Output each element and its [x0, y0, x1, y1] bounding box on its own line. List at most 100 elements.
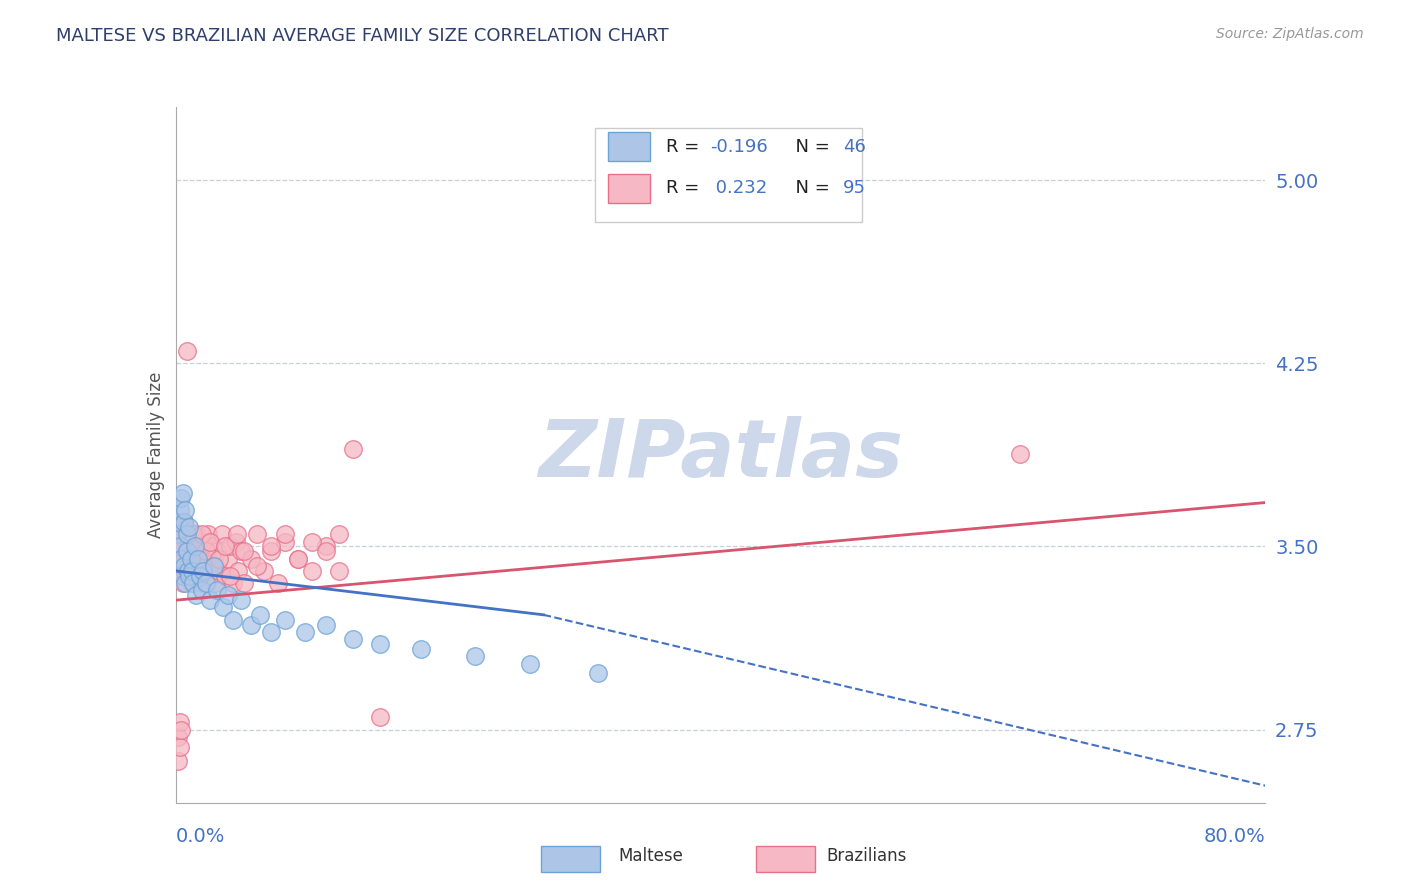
Point: [260, 624, 283, 639]
Point: [166, 559, 188, 574]
Point: [368, 637, 391, 651]
Point: [173, 515, 195, 529]
Point: [200, 568, 222, 582]
Point: [198, 559, 221, 574]
Point: [301, 534, 323, 549]
Point: [202, 551, 225, 566]
Point: [177, 564, 200, 578]
Point: [232, 544, 254, 558]
Point: [253, 564, 276, 578]
Point: [214, 568, 236, 582]
Point: [586, 666, 609, 681]
Point: [197, 527, 219, 541]
Point: [301, 564, 323, 578]
Point: [294, 624, 316, 639]
Point: [214, 540, 236, 554]
Point: [231, 593, 253, 607]
Text: MALTESE VS BRAZILIAN AVERAGE FAMILY SIZE CORRELATION CHART: MALTESE VS BRAZILIAN AVERAGE FAMILY SIZE…: [56, 27, 669, 45]
FancyBboxPatch shape: [609, 174, 650, 203]
Point: [194, 576, 217, 591]
Point: [186, 540, 209, 554]
Text: N =: N =: [783, 137, 835, 156]
Point: [174, 503, 197, 517]
Point: [181, 564, 204, 578]
Point: [186, 527, 208, 541]
Point: [183, 527, 205, 541]
FancyBboxPatch shape: [609, 132, 650, 161]
Point: [174, 564, 197, 578]
Point: [225, 534, 247, 549]
Point: [342, 442, 364, 456]
Point: [208, 564, 231, 578]
Point: [176, 544, 198, 558]
Point: [267, 576, 290, 591]
Point: [212, 600, 235, 615]
Point: [246, 559, 269, 574]
Point: [191, 564, 214, 578]
Point: [274, 534, 297, 549]
Point: [179, 527, 201, 541]
Point: [217, 588, 239, 602]
Text: 95: 95: [842, 179, 866, 197]
Point: [190, 583, 212, 598]
Point: [180, 551, 202, 566]
Point: [260, 540, 283, 554]
Point: [180, 551, 202, 566]
Point: [204, 576, 226, 591]
Text: Maltese: Maltese: [619, 847, 683, 865]
Point: [239, 551, 262, 566]
Point: [176, 527, 198, 541]
Point: [315, 544, 337, 558]
Point: [169, 527, 191, 541]
Point: [167, 730, 190, 744]
Point: [226, 527, 249, 541]
Point: [181, 568, 204, 582]
Point: [176, 344, 198, 359]
Point: [519, 657, 541, 671]
Point: [169, 503, 191, 517]
Text: 0.0%: 0.0%: [176, 827, 225, 847]
Point: [464, 649, 486, 664]
Point: [219, 568, 242, 582]
Point: [205, 583, 228, 598]
Point: [1010, 447, 1032, 461]
Point: [231, 544, 253, 558]
FancyBboxPatch shape: [595, 128, 862, 222]
Point: [194, 544, 217, 558]
Point: [328, 564, 350, 578]
Point: [201, 540, 224, 554]
Point: [177, 559, 200, 574]
Point: [228, 564, 250, 578]
Point: [173, 559, 195, 574]
Point: [274, 613, 297, 627]
Point: [202, 559, 225, 574]
Point: [190, 527, 212, 541]
Point: [232, 576, 254, 591]
Point: [184, 544, 207, 558]
Text: 80.0%: 80.0%: [1204, 827, 1265, 847]
Point: [249, 607, 271, 622]
Point: [167, 544, 190, 558]
Point: [239, 617, 262, 632]
Point: [186, 551, 209, 566]
Point: [169, 540, 191, 554]
Point: [174, 576, 197, 591]
Point: [170, 723, 193, 737]
Point: [198, 534, 221, 549]
Text: Source: ZipAtlas.com: Source: ZipAtlas.com: [1216, 27, 1364, 41]
Point: [315, 617, 337, 632]
Point: [368, 710, 391, 724]
Point: [184, 540, 207, 554]
Point: [202, 559, 225, 574]
Point: [179, 534, 201, 549]
Point: [191, 564, 214, 578]
Point: [167, 754, 190, 768]
Point: [172, 568, 194, 582]
Point: [174, 520, 197, 534]
Point: [186, 568, 209, 582]
Text: ZIPatlas: ZIPatlas: [538, 416, 903, 494]
Point: [183, 576, 205, 591]
Point: [186, 588, 208, 602]
Point: [184, 559, 207, 574]
Point: [167, 515, 190, 529]
